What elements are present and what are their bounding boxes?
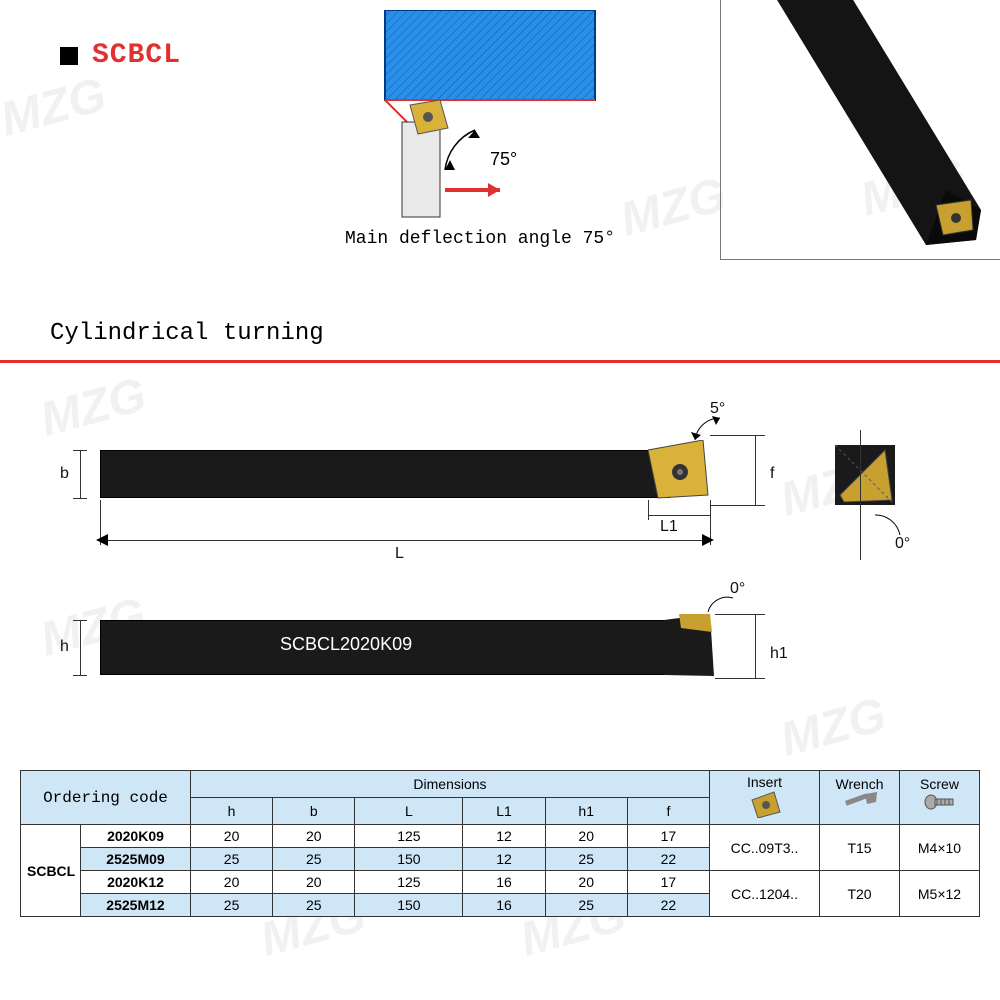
col-dimensions: Dimensions [191,771,710,798]
dim-col-f: f [627,798,709,825]
col-ordering: Ordering code [21,771,191,825]
technical-drawing: 5° b f L L1 0° SCBCL2020K09 h [0,370,1000,750]
dim-L-label: L [395,545,404,563]
dim-L1-line [648,515,710,516]
header: SCBCL 75° [0,10,1000,270]
dim-h1-label: h1 [770,645,788,663]
angle-5-arc [690,410,730,450]
col-insert: Insert [710,771,820,825]
dim-h-label: h [60,638,69,656]
dim-f-line [755,435,756,505]
dim-col-L: L [355,798,463,825]
code-cell: 2020K12 [81,871,191,894]
angle-75-label: 75° [490,149,517,169]
angle-0-arc [870,510,910,545]
insert-cell: CC..1204.. [710,871,820,917]
series-label: SCBCL [21,825,81,917]
insert-icon [748,790,782,818]
end-view [830,440,910,520]
dim-L-line [100,540,710,541]
product-photo [720,0,1000,260]
col-screw: Screw [900,771,980,825]
col-wrench: Wrench [820,771,900,825]
top-view-insert [648,440,718,510]
table-header-row: Ordering code Dimensions Insert Wrench S… [21,771,980,798]
product-title: SCBCL [92,40,181,71]
table-row: SCBCL 2020K09 20 20 125 12 20 17 CC..09T… [21,825,980,848]
code-cell: 2525M09 [81,848,191,871]
bullet-icon [60,47,78,65]
dim-col-L1: L1 [463,798,545,825]
deflection-caption: Main deflection angle 75° [340,229,620,249]
screw-cell: M4×10 [900,825,980,871]
dim-col-h: h [191,798,273,825]
model-label-on-bar: SCBCL2020K09 [280,634,412,655]
top-view-bar [100,450,670,498]
side-view-tip [664,614,724,684]
code-cell: 2525M12 [81,894,191,917]
deflection-diagram: 75° Main deflection angle 75° [340,10,620,260]
wrench-icon [843,792,877,816]
divider-red [0,360,1000,363]
dim-b-label: b [60,465,69,483]
table-row: 2020K12 20 20 125 16 20 17 CC..1204.. T2… [21,871,980,894]
angle-0b-arc [705,590,740,620]
title-block: SCBCL [60,40,181,71]
screw-icon [923,792,957,816]
wrench-cell: T15 [820,825,900,871]
code-cell: 2020K09 [81,825,191,848]
dim-col-b: b [273,798,355,825]
spec-table: Ordering code Dimensions Insert Wrench S… [20,770,980,917]
dim-f-label: f [770,465,774,483]
screw-cell: M5×12 [900,871,980,917]
wrench-cell: T20 [820,871,900,917]
deflection-svg: 75° [340,10,620,220]
dim-col-h1: h1 [545,798,627,825]
section-title: Cylindrical turning [50,320,324,347]
dim-b-line [80,450,81,498]
dim-L1-label: L1 [660,518,678,536]
insert-cell: CC..09T3.. [710,825,820,871]
